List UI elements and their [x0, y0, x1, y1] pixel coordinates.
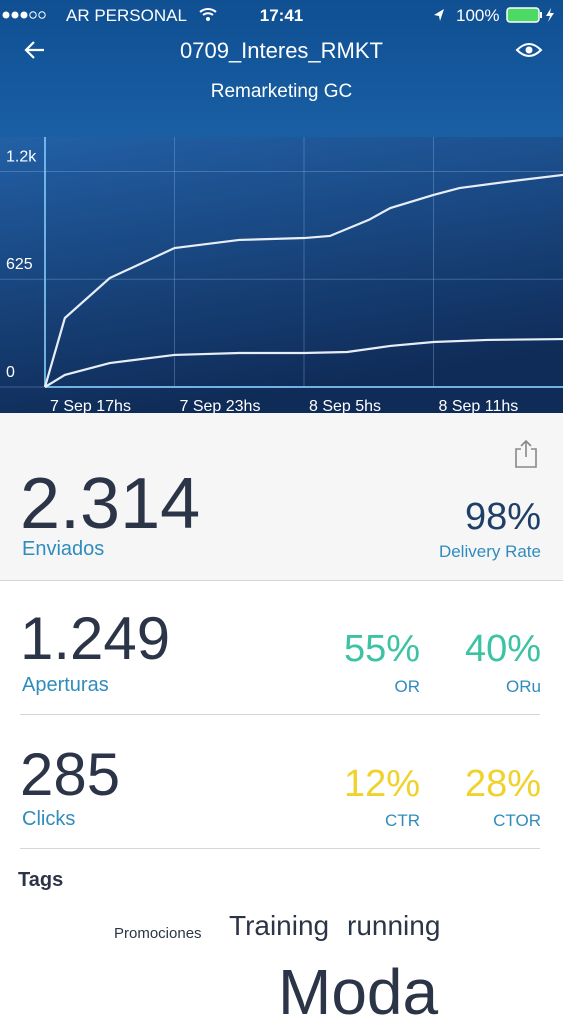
signal-dots — [2, 11, 46, 19]
opens-value: 1.249 — [20, 605, 171, 672]
tag[interactable]: Moda — [278, 956, 439, 1028]
header-icons — [2, 7, 554, 59]
time: 17:41 — [259, 6, 304, 25]
delivery-rate-label: Delivery Rate — [438, 542, 541, 561]
opens-label: Aperturas — [22, 674, 109, 696]
chart-background — [0, 137, 563, 413]
ctr-label: CTR — [385, 811, 420, 830]
tags-title: Tags — [18, 869, 64, 891]
title: 0709_Interes_RMKT — [180, 38, 383, 63]
wifi-icon — [199, 8, 217, 16]
x-tick-label: 8 Sep 11hs — [439, 398, 519, 413]
oru-value: 40% — [464, 628, 541, 670]
divider — [20, 848, 540, 849]
location-icon — [434, 9, 444, 21]
series-line — [43, 173, 563, 388]
sent-section: 2.314 Enviados 98% Delivery Rate — [0, 413, 563, 581]
tag[interactable]: Training — [229, 910, 330, 941]
x-tick-label: 7 Sep 17hs — [50, 398, 131, 413]
y-tick-label: 0 — [6, 364, 15, 381]
battery-icon — [506, 7, 540, 23]
y-tick-label: 1.2k — [6, 148, 37, 165]
tag[interactable]: running — [347, 910, 441, 941]
x-tick-label: 8 Sep 5hs — [309, 398, 381, 413]
x-tick-label: 7 Sep 23hs — [180, 398, 261, 413]
clicks-value: 285 — [20, 741, 121, 808]
ctor-value: 28% — [464, 763, 541, 805]
ctor-label: CTOR — [493, 811, 541, 830]
or-value: 55% — [343, 628, 420, 670]
sent-value: 2.314 — [20, 464, 201, 544]
subtitle: Remarketing GC — [210, 81, 353, 102]
carrier: AR PERSONAL — [66, 6, 187, 25]
divider — [20, 714, 540, 715]
series-line — [44, 337, 563, 388]
y-tick-label: 625 — [6, 256, 33, 273]
share-button[interactable] — [512, 439, 540, 469]
preview-button[interactable] — [515, 43, 543, 57]
oru-label: ORu — [506, 677, 541, 696]
ctr-value: 12% — [343, 763, 420, 805]
tag[interactable]: Promociones — [114, 925, 202, 942]
delivery-rate: 98% — [464, 496, 541, 538]
header: AR PERSONAL 17:41 100% 0709_Interes_RMKT… — [0, 0, 563, 137]
or-label: OR — [394, 677, 421, 696]
battery-level: 100% — [456, 6, 500, 25]
sent-label: Enviados — [22, 538, 105, 560]
back-button[interactable] — [24, 41, 44, 59]
clicks-label: Clicks — [22, 808, 76, 830]
chart: 0 625 1.2k 7 Sep 17hs 7 Sep 23hs 8 Sep 5hs 8 S… — [0, 137, 563, 413]
